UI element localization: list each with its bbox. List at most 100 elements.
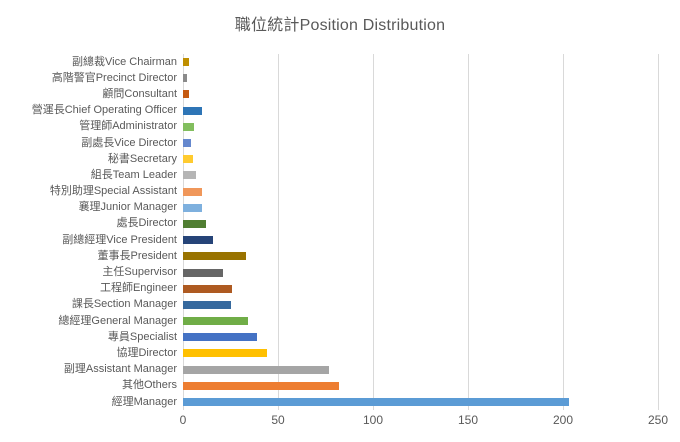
category-label: 董事長President [97, 249, 177, 262]
category-label: 特別助理Special Assistant [49, 185, 177, 198]
category-label: 工程師Engineer [99, 282, 177, 295]
category-label: 管理師Administrator [79, 120, 177, 133]
chart-row: 高階警官Precinct Director [0, 70, 658, 86]
bar-track [183, 394, 658, 410]
gridline-x-50 [278, 54, 279, 410]
category-label: 副理Assistant Manager [63, 363, 177, 376]
chart-row: 秘書Secretary [0, 151, 658, 167]
gridline-x-250 [658, 54, 659, 410]
category-label: 襄理Junior Manager [78, 201, 177, 214]
bar-track [183, 135, 658, 151]
category-label: 經理Manager [111, 395, 177, 408]
bar-track [183, 345, 658, 361]
chart-row: 特別助理Special Assistant [0, 184, 658, 200]
category-label: 高階警官Precinct Director [51, 71, 177, 84]
x-tick-label: 250 [647, 413, 669, 427]
bar [183, 122, 195, 131]
chart-row: 主任Supervisor [0, 264, 658, 280]
bar [183, 365, 330, 374]
gridline-x-150 [468, 54, 469, 410]
bar [183, 219, 206, 228]
plot-gridlines [183, 54, 659, 410]
x-axis: 0 50 100 150 200 250 [179, 413, 668, 429]
bar [183, 398, 569, 407]
category-label: 副總經理Vice President [62, 233, 177, 246]
chart-row: 副處長Vice Director [0, 135, 658, 151]
category-label: 專員Specialist [107, 330, 177, 343]
chart-row: 協理Director [0, 345, 658, 361]
chart-row: 襄理Junior Manager [0, 200, 658, 216]
chart-row: 專員Specialist [0, 329, 658, 345]
category-label: 課長Section Manager [71, 298, 177, 311]
bar [183, 381, 339, 390]
bar-track [183, 119, 658, 135]
category-label: 總經理General Manager [58, 314, 177, 327]
chart-row: 副理Assistant Manager [0, 362, 658, 378]
bar [183, 252, 246, 261]
bar-track [183, 232, 658, 248]
x-tick-label: 100 [362, 413, 384, 427]
category-label: 顧問Consultant [102, 87, 177, 100]
chart-row: 課長Section Manager [0, 297, 658, 313]
chart-row: 副總經理Vice President [0, 232, 658, 248]
bar [183, 187, 202, 196]
bar [183, 317, 248, 326]
bar-track [183, 200, 658, 216]
x-tick-label: 150 [457, 413, 479, 427]
bar [183, 155, 193, 164]
bar [183, 203, 202, 212]
bar-track [183, 248, 658, 264]
bar [183, 349, 267, 358]
bar-rows: 副總裁Vice Chairman 高階警官Precinct Director 顧問C… [0, 54, 658, 410]
bar-track [183, 86, 658, 102]
gridline-x-100 [373, 54, 374, 410]
category-label: 秘書Secretary [107, 152, 177, 165]
x-tick-label: 50 [271, 413, 285, 427]
bar [183, 268, 223, 277]
chart-row: 營運長Chief Operating Officer [0, 103, 658, 119]
chart-row: 總經理General Manager [0, 313, 658, 329]
category-label: 副總裁Vice Chairman [72, 55, 177, 68]
bar [183, 171, 197, 180]
bar [183, 74, 187, 83]
chart-row: 副總裁Vice Chairman [0, 54, 658, 70]
bar-track [183, 264, 658, 280]
bar-track [183, 103, 658, 119]
chart-row: 工程師Engineer [0, 281, 658, 297]
bar [183, 284, 233, 293]
bar [183, 106, 202, 115]
x-tick-label: 0 [179, 413, 187, 427]
category-label: 副處長Vice Director [81, 136, 177, 149]
gridline-x-200 [563, 54, 564, 410]
category-label: 其他Others [121, 379, 177, 392]
category-label: 營運長Chief Operating Officer [31, 104, 177, 117]
bar-track [183, 151, 658, 167]
bar-track [183, 167, 658, 183]
bar-track [183, 54, 658, 70]
bar [183, 236, 214, 245]
x-tick-label: 200 [552, 413, 574, 427]
chart-row: 組長Team Leader [0, 167, 658, 183]
chart-row: 管理師Administrator [0, 119, 658, 135]
bar-track [183, 216, 658, 232]
category-label: 主任Supervisor [102, 266, 177, 279]
bar-track [183, 378, 658, 394]
bar-track [183, 184, 658, 200]
chart-row: 董事長President [0, 248, 658, 264]
chart-row: 經理Manager [0, 394, 658, 410]
category-label: 處長Director [116, 217, 177, 230]
chart-row: 其他Others [0, 378, 658, 394]
bar-track [183, 362, 658, 378]
bar [183, 90, 189, 99]
bar-track [183, 313, 658, 329]
bar-track [183, 70, 658, 86]
bar-track [183, 329, 658, 345]
bar [183, 333, 258, 342]
category-label: 組長Team Leader [90, 168, 177, 181]
category-label: 協理Director [116, 346, 177, 359]
bar [183, 300, 231, 309]
bar [183, 139, 191, 148]
chart-row: 處長Director [0, 216, 658, 232]
chart-title: 職位統計Position Distribution [234, 17, 446, 34]
